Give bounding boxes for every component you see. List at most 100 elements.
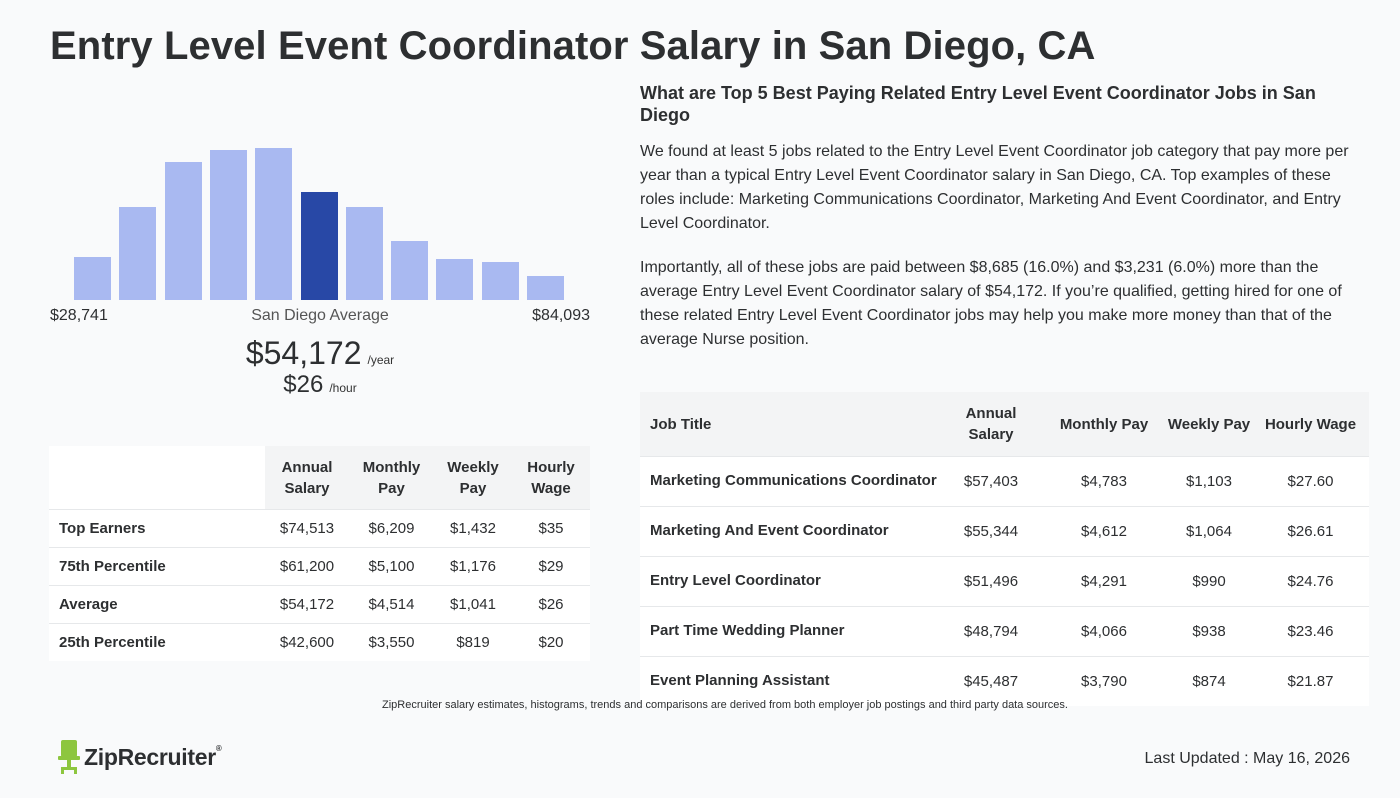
percentile-table: Annual Salary Monthly Pay Weekly Pay Hou…: [49, 446, 590, 661]
histogram-center-label: San Diego Average: [251, 307, 389, 324]
percentile-header-annual: Annual Salary: [265, 446, 349, 510]
weekly-cell: $1,103: [1166, 456, 1252, 507]
table-row: Top Earners $74,513 $6,209 $1,432 $35: [49, 509, 590, 548]
percentile-header-blank: [49, 446, 265, 510]
table-row: Marketing Communications Coordinator $57…: [640, 456, 1369, 507]
histogram-bar: [74, 257, 111, 300]
row-label: 25th Percentile: [49, 623, 265, 661]
related-header-job-title: Job Title: [640, 392, 940, 457]
histogram-bar: [527, 276, 564, 300]
job-title-cell: Event Planning Assistant: [640, 656, 940, 706]
related-jobs-heading: What are Top 5 Best Paying Related Entry…: [640, 83, 1316, 125]
annual-cell: $51,496: [940, 556, 1042, 607]
histogram-bar: [164, 162, 202, 300]
monthly-cell: $4,514: [349, 585, 434, 624]
annual-cell: $54,172: [265, 585, 349, 624]
job-title-cell: Part Time Wedding Planner: [640, 606, 940, 657]
monthly-cell: $4,291: [1042, 556, 1166, 607]
histogram-min-label: $28,741: [50, 307, 108, 324]
table-row: Average $54,172 $4,514 $1,041 $26: [49, 585, 590, 624]
weekly-cell: $1,041: [434, 585, 512, 624]
registered-mark: ®: [215, 743, 222, 753]
annual-cell: $57,403: [940, 456, 1042, 507]
hourly-cell: $24.76: [1252, 556, 1369, 607]
average-yearly-value: $54,172: [245, 335, 362, 371]
histogram-bar: [481, 262, 519, 300]
hourly-cell: $35: [512, 509, 590, 548]
weekly-cell: $1,064: [1166, 506, 1252, 557]
row-label: Average: [49, 585, 265, 624]
table-row: Entry Level Coordinator $51,496 $4,291 $…: [640, 556, 1369, 607]
average-hourly: $26/hour: [0, 371, 640, 399]
monthly-cell: $4,783: [1042, 456, 1166, 507]
salary-histogram: [50, 140, 590, 300]
percentile-header-weekly: Weekly Pay: [434, 446, 512, 510]
related-jobs-paragraph-1: We found at least 5 jobs related to the …: [640, 143, 1349, 232]
row-label: Top Earners: [49, 509, 265, 548]
annual-cell: $74,513: [265, 509, 349, 548]
hourly-cell: $21.87: [1252, 656, 1369, 706]
monthly-cell: $6,209: [349, 509, 434, 548]
annual-cell: $42,600: [265, 623, 349, 661]
monthly-cell: $3,550: [349, 623, 434, 661]
logo-wordmark: ZipRecruiter®: [84, 743, 222, 771]
annual-cell: $55,344: [940, 506, 1042, 557]
related-jobs-table: Job Title Annual Salary Monthly Pay Week…: [640, 392, 1369, 706]
histogram-bar: [391, 241, 429, 300]
histogram-bar: [209, 150, 247, 300]
table-row: Part Time Wedding Planner $48,794 $4,066…: [640, 606, 1369, 657]
table-row: Marketing And Event Coordinator $55,344 …: [640, 506, 1369, 557]
percentile-table-header: Annual Salary Monthly Pay Weekly Pay Hou…: [49, 446, 590, 510]
average-hourly-value: $26: [283, 371, 324, 398]
weekly-cell: $1,432: [434, 509, 512, 548]
average-hourly-unit: /hour: [329, 381, 357, 395]
job-title-cell: Marketing And Event Coordinator: [640, 506, 940, 557]
weekly-cell: $819: [434, 623, 512, 661]
histogram-bar: [345, 207, 383, 300]
hourly-cell: $27.60: [1252, 456, 1369, 507]
weekly-cell: $874: [1166, 656, 1252, 706]
weekly-cell: $990: [1166, 556, 1252, 607]
histogram-bar: [119, 207, 157, 300]
percentile-header-hourly: Hourly Wage: [512, 446, 590, 510]
page-title: Entry Level Event Coordinator Salary in …: [50, 24, 1096, 68]
histogram-bar: [300, 192, 338, 300]
related-header-hourly: Hourly Wage: [1252, 392, 1369, 457]
annual-cell: $45,487: [940, 656, 1042, 706]
annual-cell: $48,794: [940, 606, 1042, 657]
monthly-cell: $5,100: [349, 547, 434, 586]
related-header-weekly: Weekly Pay: [1166, 392, 1252, 457]
row-label: 75th Percentile: [49, 547, 265, 586]
monthly-cell: $4,066: [1042, 606, 1166, 657]
weekly-cell: $938: [1166, 606, 1252, 657]
table-row: Event Planning Assistant $45,487 $3,790 …: [640, 656, 1369, 706]
monthly-cell: $4,612: [1042, 506, 1166, 557]
related-header-annual: Annual Salary: [940, 392, 1042, 457]
related-table-header: Job Title Annual Salary Monthly Pay Week…: [640, 392, 1369, 457]
annual-cell: $61,200: [265, 547, 349, 586]
table-row: 25th Percentile $42,600 $3,550 $819 $20: [49, 623, 590, 661]
data-source-disclaimer: ZipRecruiter salary estimates, histogram…: [382, 699, 1068, 711]
logo-text: ZipRecruiter: [84, 743, 216, 770]
job-title-cell: Entry Level Coordinator: [640, 556, 940, 607]
hourly-cell: $26: [512, 585, 590, 624]
related-header-monthly: Monthly Pay: [1042, 392, 1166, 457]
ziprecruiter-chair-icon: [58, 740, 80, 774]
last-updated: Last Updated : May 16, 2026: [1144, 750, 1350, 767]
weekly-cell: $1,176: [434, 547, 512, 586]
related-jobs-paragraph-2: Importantly, all of these jobs are paid …: [640, 259, 1342, 348]
percentile-header-monthly: Monthly Pay: [349, 446, 434, 510]
average-yearly: $54,172/year: [0, 335, 640, 372]
job-title-cell: Marketing Communications Coordinator: [640, 456, 940, 507]
hourly-cell: $26.61: [1252, 506, 1369, 557]
histogram-bar: [436, 259, 474, 300]
monthly-cell: $3,790: [1042, 656, 1166, 706]
table-row: 75th Percentile $61,200 $5,100 $1,176 $2…: [49, 547, 590, 586]
ziprecruiter-logo[interactable]: ZipRecruiter®: [58, 740, 222, 774]
histogram-max-label: $84,093: [532, 307, 590, 324]
hourly-cell: $29: [512, 547, 590, 586]
average-yearly-unit: /year: [367, 353, 395, 367]
hourly-cell: $20: [512, 623, 590, 661]
hourly-cell: $23.46: [1252, 606, 1369, 657]
histogram-bar: [255, 148, 293, 300]
